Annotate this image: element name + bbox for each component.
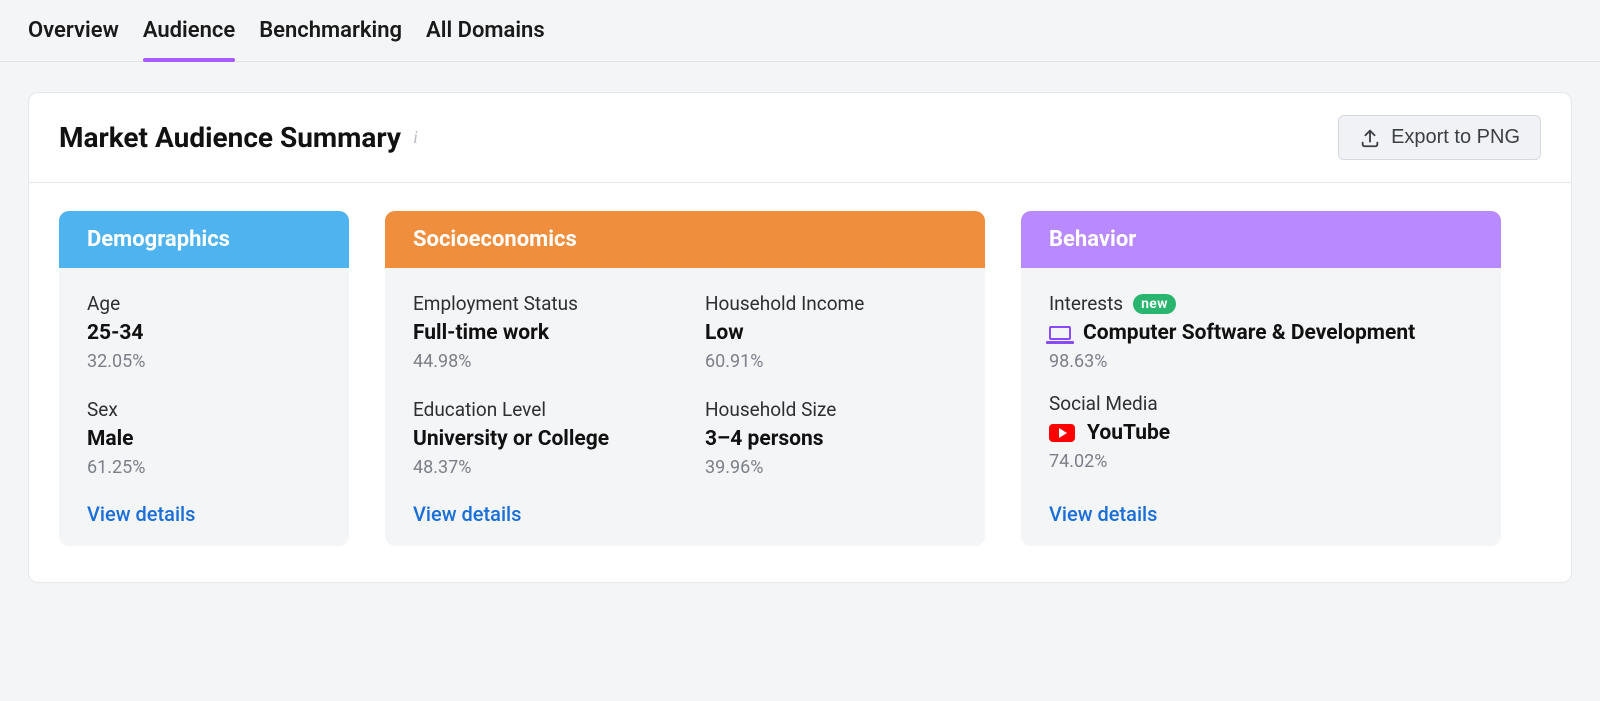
view-details-socioeconomics[interactable]: View details (413, 478, 957, 526)
card-behavior-header: Behavior (1021, 211, 1501, 268)
metric-label: Social Media (1049, 392, 1473, 415)
metric-interests: Interests new Computer Software & Develo… (1049, 292, 1473, 372)
metric-percent: 48.37% (413, 457, 665, 478)
youtube-icon (1049, 424, 1075, 442)
laptop-icon (1049, 326, 1071, 340)
new-badge: new (1133, 294, 1176, 314)
info-icon[interactable]: i (413, 127, 418, 148)
metric-value: 3–4 persons (705, 427, 957, 451)
metric-percent: 60.91% (705, 351, 957, 372)
social-value-text: YouTube (1087, 421, 1170, 445)
metric-percent: 44.98% (413, 351, 665, 372)
cards-row: Demographics Age 25-34 32.05% Sex Male 6… (29, 183, 1571, 582)
card-demographics: Demographics Age 25-34 32.05% Sex Male 6… (59, 211, 349, 546)
card-socioeconomics-header: Socioeconomics (385, 211, 985, 268)
metric-percent: 61.25% (87, 457, 321, 478)
tab-overview[interactable]: Overview (28, 18, 119, 61)
interests-label-text: Interests (1049, 292, 1123, 315)
panel-title: Market Audience Summary i (59, 121, 418, 154)
metric-value: University or College (413, 427, 665, 451)
upload-icon (1359, 127, 1381, 149)
metric-label: Sex (87, 398, 321, 421)
metric-value: Computer Software & Development (1049, 321, 1473, 345)
metric-label: Interests new (1049, 292, 1473, 315)
metric-employment: Employment Status Full-time work 44.98% (413, 292, 665, 372)
view-details-behavior[interactable]: View details (1049, 478, 1473, 526)
metric-value: 25-34 (87, 321, 321, 345)
metric-percent: 32.05% (87, 351, 321, 372)
card-demographics-header: Demographics (59, 211, 349, 268)
metric-label: Employment Status (413, 292, 665, 315)
metric-label: Household Income (705, 292, 957, 315)
panel-title-text: Market Audience Summary (59, 121, 401, 154)
metric-education: Education Level University or College 48… (413, 398, 665, 478)
metric-social-media: Social Media YouTube 74.02% (1049, 392, 1473, 472)
tab-audience[interactable]: Audience (143, 18, 235, 61)
tab-all-domains[interactable]: All Domains (426, 18, 545, 61)
metric-label: Education Level (413, 398, 665, 421)
metric-value: Male (87, 427, 321, 451)
audience-summary-panel: Market Audience Summary i Export to PNG … (28, 92, 1572, 583)
view-details-demographics[interactable]: View details (87, 478, 321, 526)
metric-value: YouTube (1049, 421, 1473, 445)
card-behavior: Behavior Interests new Computer Software… (1021, 211, 1501, 546)
tab-benchmarking[interactable]: Benchmarking (259, 18, 402, 61)
metric-percent: 39.96% (705, 457, 957, 478)
metric-income: Household Income Low 60.91% (705, 292, 957, 372)
metric-percent: 74.02% (1049, 451, 1473, 472)
interests-value-text: Computer Software & Development (1083, 321, 1415, 345)
metric-sex: Sex Male 61.25% (87, 398, 321, 478)
metric-household-size: Household Size 3–4 persons 39.96% (705, 398, 957, 478)
metric-label: Age (87, 292, 321, 315)
card-socioeconomics: Socioeconomics Employment Status Full-ti… (385, 211, 985, 546)
export-png-button[interactable]: Export to PNG (1338, 115, 1541, 160)
main-tabs: Overview Audience Benchmarking All Domai… (0, 0, 1600, 62)
metric-age: Age 25-34 32.05% (87, 292, 321, 372)
metric-percent: 98.63% (1049, 351, 1473, 372)
metric-value: Full-time work (413, 321, 665, 345)
export-label: Export to PNG (1391, 126, 1520, 149)
metric-value: Low (705, 321, 957, 345)
metric-label: Household Size (705, 398, 957, 421)
panel-header: Market Audience Summary i Export to PNG (29, 93, 1571, 183)
